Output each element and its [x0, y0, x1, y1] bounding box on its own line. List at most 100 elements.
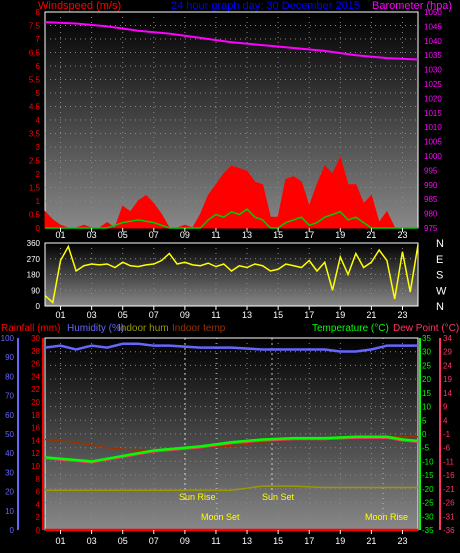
axes: 01 03 05 07 09 11 13 15 17 19 21 2300.511.522.533.5… [1, 8, 455, 546]
temperature-line [44, 435, 419, 463]
barometer-tick-label: 1025 [424, 80, 442, 89]
direction-tick-label: 90 [31, 286, 40, 295]
wind-xtick-label: 09 [180, 230, 190, 240]
dewpoint-tick-label: -31 [443, 512, 455, 521]
rainfall-tick-label: 24 [31, 372, 40, 381]
temp-xtick-label: 21 [366, 536, 376, 546]
temperature-tick-label: 5 [422, 416, 427, 425]
direction-xtick-label: 07 [149, 310, 159, 320]
dewpoint-tick-label: -16 [443, 471, 455, 480]
humidity-tick-label: 20 [5, 488, 14, 497]
direction-xtick-label: 19 [335, 310, 345, 320]
wind-xtick-label: 05 [118, 230, 128, 240]
rainfall-tick-label: 0 [36, 526, 41, 535]
rainfall-tick-label: 26 [31, 360, 40, 369]
barometer-tick-label: 975 [424, 224, 438, 233]
rainfall-tick-label: 22 [31, 385, 40, 394]
barometer-tick-label: 1045 [424, 22, 442, 31]
windspeed-tick-label: 3 [36, 143, 41, 152]
direction-tick-label: 270 [27, 255, 41, 264]
temp-xtick-label: 13 [242, 536, 252, 546]
dewpoint-tick-label: 4 [443, 416, 448, 425]
windspeed-tick-label: 6.5 [29, 49, 41, 58]
wind-direction-line [44, 244, 419, 304]
barometer-tick-label: 1040 [424, 37, 442, 46]
dewpoint-tick-label: -26 [443, 499, 455, 508]
compass-label: N [436, 301, 444, 313]
dewpoint-tick-label: 29 [443, 348, 452, 357]
humidity-tick-label: 30 [5, 468, 14, 477]
dewpoint-tick-label: 19 [443, 375, 452, 384]
dewpoint-tick-label: -11 [443, 457, 455, 466]
temp-xtick-label: 03 [87, 536, 97, 546]
dewpoint-tick-label: 24 [443, 361, 452, 370]
barometer-tick-label: 1030 [424, 66, 442, 75]
humidity-tick-label: 80 [5, 372, 14, 381]
wind-xtick-label: 07 [149, 230, 159, 240]
rainfall-tick-label: 12 [31, 449, 40, 458]
date-title: 24 hour graph day: 30 December 2015 [171, 0, 360, 12]
dewpoint-tick-label: -6 [443, 444, 451, 453]
windspeed-tick-label: 4 [36, 116, 41, 125]
windspeed-tick-label: 2 [36, 170, 41, 179]
temperature-tick-label: -35 [422, 526, 434, 535]
rainfall-axis-title: Rainfall (mm) [1, 323, 60, 334]
temperature-tick-label: 0 [422, 430, 427, 439]
windspeed-tick-label: 3.5 [29, 130, 41, 139]
wind-xtick-label: 01 [56, 230, 66, 240]
wind-xtick-label: 17 [304, 230, 314, 240]
humidity-tick-label: 90 [5, 353, 14, 362]
barometer-tick-label: 1015 [424, 109, 442, 118]
temperature-tick-label: -5 [422, 444, 430, 453]
dewpoint-tick-label: -1 [443, 430, 451, 439]
temp-xtick-label: 17 [304, 536, 314, 546]
temperature-tick-label: -10 [422, 457, 434, 466]
windspeed-tick-label: 1 [36, 197, 41, 206]
rainfall-tick-label: 4 [36, 500, 41, 509]
dewpoint-tick-label: -36 [443, 526, 455, 535]
rainfall-tick-label: 14 [31, 436, 40, 445]
wind-xtick-label: 13 [242, 230, 252, 240]
direction-xtick-label: 09 [180, 310, 190, 320]
barometer-tick-label: 1000 [424, 152, 442, 161]
windspeed-tick-label: 8 [36, 8, 41, 17]
compass-label: S [436, 270, 443, 282]
temp-xtick-label: 23 [397, 536, 407, 546]
direction-tick-label: 360 [27, 239, 41, 248]
barometer-axis-title: Barometer (hpa) [372, 0, 452, 12]
temperature-tick-label: 10 [422, 403, 431, 412]
windspeed-tick-label: 7 [36, 35, 41, 44]
humidity-tick-label: 50 [5, 430, 14, 439]
rainfall-tick-label: 2 [36, 513, 41, 522]
humidity-tick-label: 10 [5, 507, 14, 516]
temperature-tick-label: -25 [422, 499, 434, 508]
wind-xtick-label: 21 [366, 230, 376, 240]
sun-rise-label: Sun Rise [179, 492, 216, 502]
dewpoint-axis-title: Dew Point (°C) [393, 323, 459, 334]
indoor-temp-title: Indoor temp [172, 323, 226, 334]
direction-xtick-label: 17 [304, 310, 314, 320]
direction-xtick-label: 23 [397, 310, 407, 320]
temperature-axis-title: Temperature (°C) [312, 323, 389, 334]
direction-tick-label: 0 [36, 302, 41, 311]
barometer-tick-label: 995 [424, 166, 438, 175]
humidity-axis-title: Humidity (%) [67, 323, 124, 334]
windspeed-tick-label: 5 [36, 89, 41, 98]
compass-label: N [436, 238, 444, 250]
rainfall-tick-label: 8 [36, 475, 41, 484]
direction-xtick-label: 15 [273, 310, 283, 320]
rainfall-tick-label: 20 [31, 398, 40, 407]
direction-xtick-label: 21 [366, 310, 376, 320]
temp-xtick-label: 19 [335, 536, 345, 546]
barometer-tick-label: 985 [424, 195, 438, 204]
temp-xtick-label: 07 [149, 536, 159, 546]
humidity-tick-label: 40 [5, 449, 14, 458]
dewpoint-line [44, 437, 419, 464]
rainfall-tick-label: 6 [36, 488, 41, 497]
dewpoint-tick-label: -21 [443, 485, 455, 494]
temp-xtick-label: 11 [211, 536, 220, 546]
rainfall-tick-label: 10 [31, 462, 40, 471]
gust-line [45, 208, 418, 229]
sun-set-label: Sun Set [262, 492, 295, 502]
